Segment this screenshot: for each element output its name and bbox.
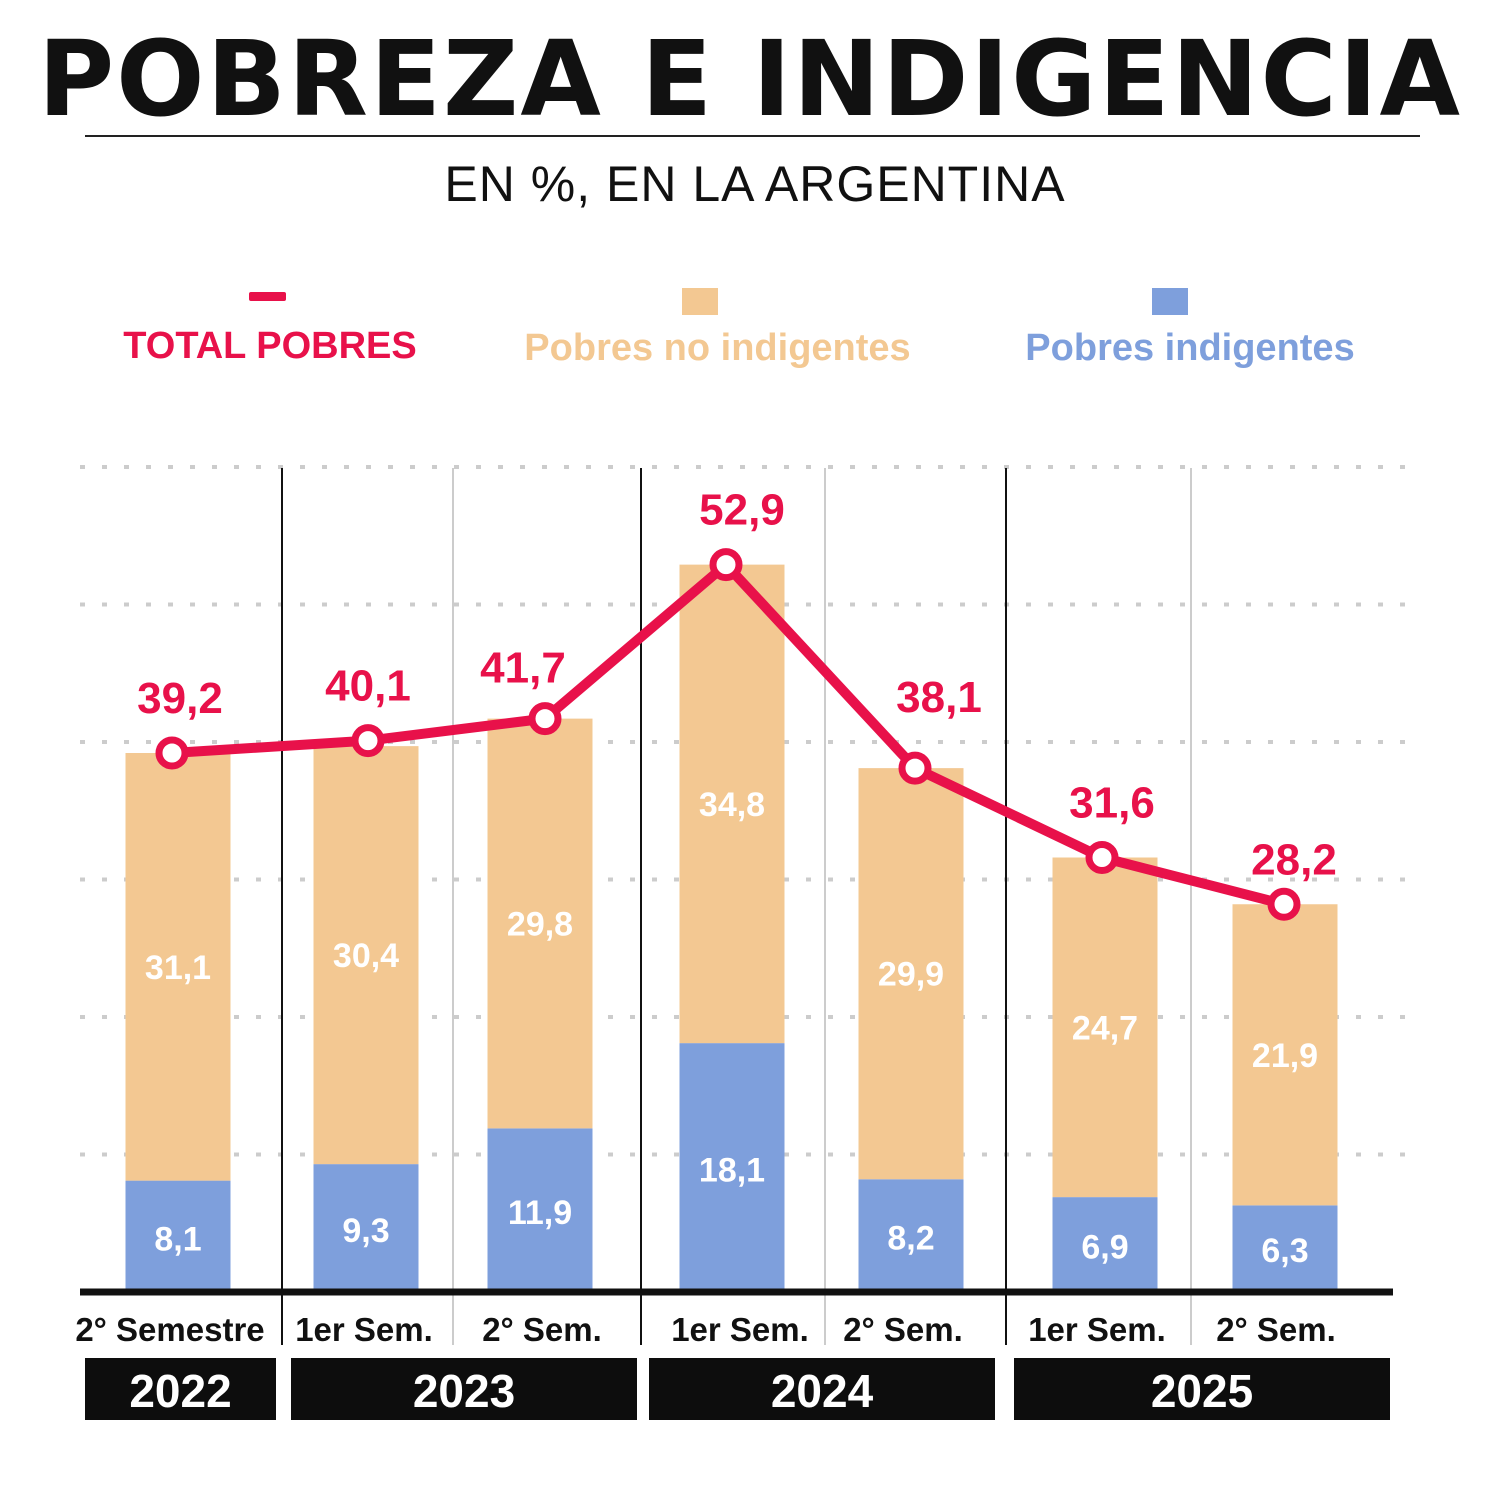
year-label: 2023 [413, 1365, 515, 1417]
year-label: 2024 [771, 1365, 874, 1417]
label-no-indigentes: 24,7 [1072, 1009, 1138, 1047]
label-indigentes: 8,2 [887, 1220, 934, 1258]
legend-indigentes: Pobres indigentes [1025, 327, 1355, 369]
bar-no-indigentes [313, 746, 419, 1165]
year-box [649, 1358, 995, 1420]
year-box [85, 1358, 276, 1420]
label-no-indigentes: 29,8 [507, 906, 573, 944]
bar-indigentes [679, 1043, 785, 1292]
legend-total: TOTAL POBRES [123, 325, 417, 367]
bar-no-indigentes [679, 564, 785, 1044]
label-indigentes: 11,9 [508, 1194, 572, 1232]
label-indigentes: 6,9 [1081, 1229, 1128, 1267]
label-total: 52,9 [699, 486, 785, 535]
x-tick-label: 1er Sem. [295, 1311, 433, 1348]
legend-no-indigentes: Pobres no indigentes [524, 327, 911, 369]
label-indigentes: 6,3 [1261, 1232, 1308, 1270]
year-label: 2025 [1151, 1365, 1253, 1417]
bar-indigentes [313, 1164, 419, 1292]
bar-no-indigentes [1052, 857, 1158, 1198]
total-point [1085, 841, 1119, 874]
bar-indigentes [858, 1179, 964, 1292]
total-point [528, 702, 562, 736]
x-tick-label: 2° Sem. [843, 1311, 963, 1348]
bar-indigentes [125, 1180, 231, 1292]
label-indigentes: 9,3 [342, 1212, 389, 1250]
label-total: 41,7 [480, 644, 566, 693]
label-total: 38,1 [896, 673, 982, 722]
total-point [1267, 887, 1301, 921]
chart-subtitle: EN %, EN LA ARGENTINA [444, 156, 1066, 212]
bar-indigentes [487, 1128, 593, 1292]
legend-swatch-no-indigentes [682, 288, 718, 315]
title-divider [85, 135, 1420, 137]
bar-indigentes [1052, 1197, 1158, 1292]
bar-no-indigentes [125, 753, 231, 1181]
label-no-indigentes: 30,4 [333, 937, 399, 975]
x-tick-label: 2° Sem. [482, 1311, 602, 1348]
total-point [351, 724, 385, 758]
year-box [291, 1358, 637, 1420]
label-no-indigentes: 31,1 [145, 949, 211, 987]
label-no-indigentes: 29,9 [878, 956, 944, 994]
label-indigentes: 18,1 [699, 1152, 765, 1190]
total-point [155, 736, 189, 770]
legend-swatch-indigentes [1152, 288, 1188, 315]
x-tick-label: 1er Sem. [671, 1311, 809, 1348]
bar-no-indigentes [1232, 904, 1338, 1206]
label-total: 40,1 [325, 662, 411, 711]
year-box [1014, 1358, 1390, 1420]
x-tick-label: 2° Semestre [75, 1311, 264, 1348]
legend-swatch-total [249, 292, 286, 301]
label-no-indigentes: 21,9 [1252, 1037, 1318, 1075]
label-indigentes: 8,1 [154, 1220, 201, 1258]
bar-no-indigentes [487, 718, 593, 1129]
label-total: 39,2 [137, 674, 223, 723]
total-point [709, 548, 743, 582]
x-tick-label: 2° Sem. [1216, 1311, 1336, 1348]
year-label: 2022 [129, 1365, 231, 1417]
x-tick-label: 1er Sem. [1028, 1311, 1166, 1348]
label-no-indigentes: 34,8 [699, 786, 765, 824]
bar-indigentes [1232, 1205, 1338, 1292]
label-total: 31,6 [1069, 779, 1155, 828]
chart-title: POBREZA E INDIGENCIA [37, 18, 1463, 140]
bar-no-indigentes [858, 768, 964, 1180]
total-point [898, 751, 932, 785]
label-total: 28,2 [1251, 835, 1337, 884]
